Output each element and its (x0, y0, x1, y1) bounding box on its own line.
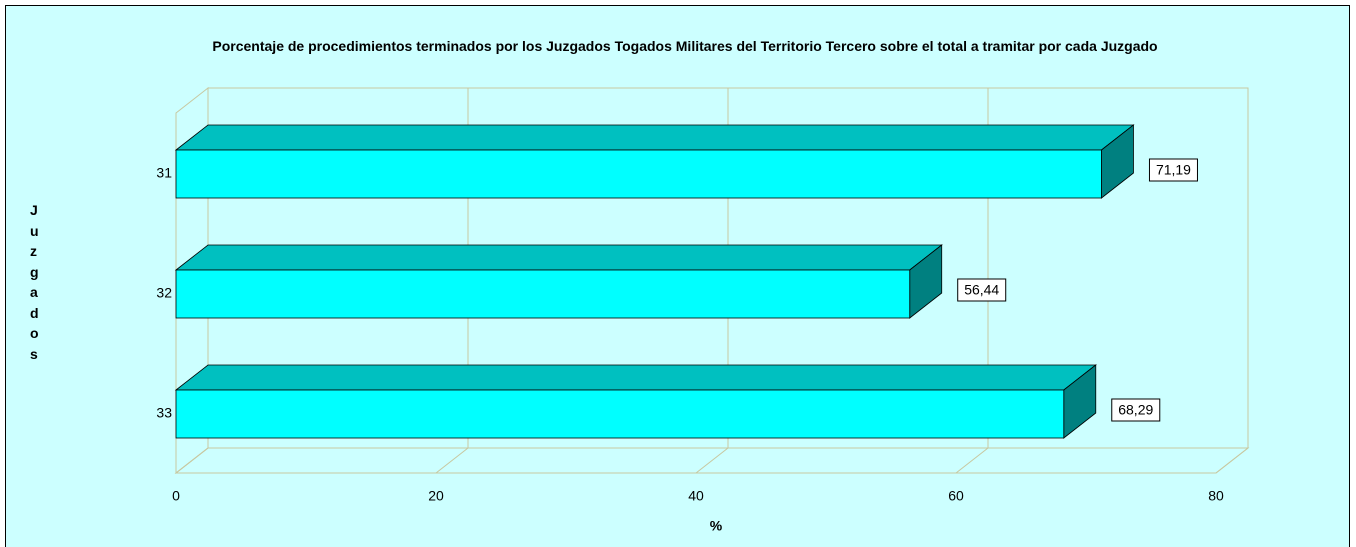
bar-top (174, 364, 1097, 391)
data-label-box (957, 278, 1007, 302)
grid-line (1215, 88, 1249, 474)
data-label-box (1148, 158, 1198, 182)
x-tick-label: 20 (428, 488, 444, 504)
bar-top (174, 244, 943, 271)
data-label-box (1111, 398, 1161, 422)
y-axis-label: Juzgados (30, 202, 39, 362)
grid-line (695, 88, 729, 474)
data-label: 56,44 (964, 282, 999, 298)
bar (175, 269, 911, 319)
x-tick-label: 0 (172, 488, 180, 504)
y-tick-label: 31 (156, 165, 172, 181)
x-axis-label: % (710, 518, 723, 534)
x-tick-label: 80 (1208, 488, 1224, 504)
grid-line (955, 88, 989, 474)
chart-title: Porcentaje de procedimientos terminados … (212, 38, 1158, 54)
bar (175, 389, 1065, 439)
grid-line (175, 88, 209, 474)
data-label: 71,19 (1156, 162, 1191, 178)
y-tick-label: 32 (156, 285, 172, 301)
data-label: 68,29 (1118, 402, 1153, 418)
x-tick-label: 40 (688, 488, 704, 504)
bar-top (174, 124, 1135, 151)
y-tick-label: 33 (156, 405, 172, 421)
x-tick-label: 60 (948, 488, 964, 504)
bar (175, 149, 1102, 199)
grid-line (435, 88, 469, 474)
